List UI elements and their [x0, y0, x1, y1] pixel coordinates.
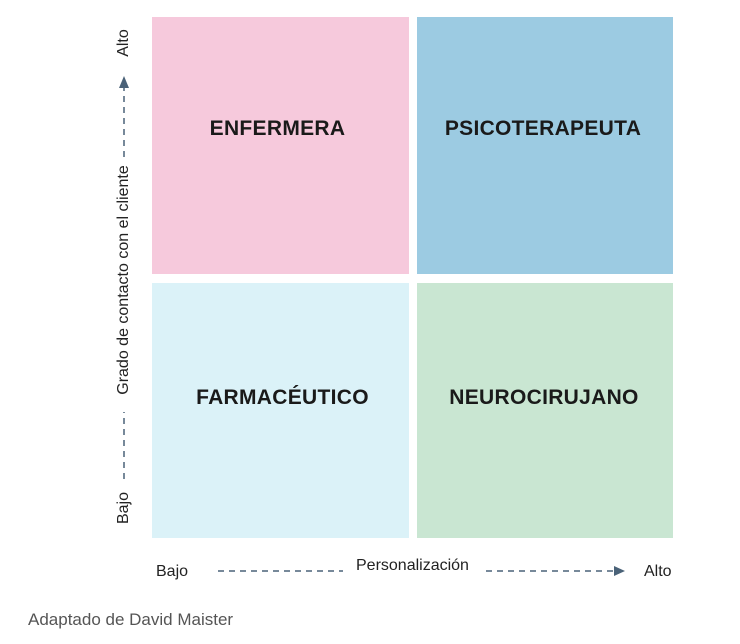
y-axis-title: Grado de contacto con el cliente — [115, 165, 132, 395]
quadrant-label-enfermera: ENFERMERA — [209, 116, 346, 140]
quadrant-psicoterapeuta: PSICOTERAPEUTA — [417, 17, 673, 274]
quadrant-label-psicoterapeuta: PSICOTERAPEUTA — [444, 116, 642, 140]
x-axis-title: Personalización — [356, 557, 469, 574]
quadrant-label-farmaceutico: FARMACÉUTICO — [196, 385, 369, 409]
y-axis-high-label: Alto — [115, 29, 132, 57]
x-axis-arrowhead-icon — [614, 566, 625, 576]
quadrant-label-neurocirujano: NEUROCIRUJANO — [449, 385, 639, 409]
quadrant-neurocirujano: NEUROCIRUJANO — [417, 283, 673, 538]
quadrant-farmaceutico: FARMACÉUTICO — [152, 283, 409, 538]
y-axis-arrowhead-icon — [119, 76, 129, 88]
quadrant-enfermera: ENFERMERA — [152, 17, 409, 274]
x-axis-low-label: Bajo — [156, 563, 189, 580]
x-axis-high-label: Alto — [644, 563, 672, 580]
source-credit: Adaptado de David Maister — [28, 610, 234, 629]
y-axis-low-label: Bajo — [115, 491, 132, 525]
